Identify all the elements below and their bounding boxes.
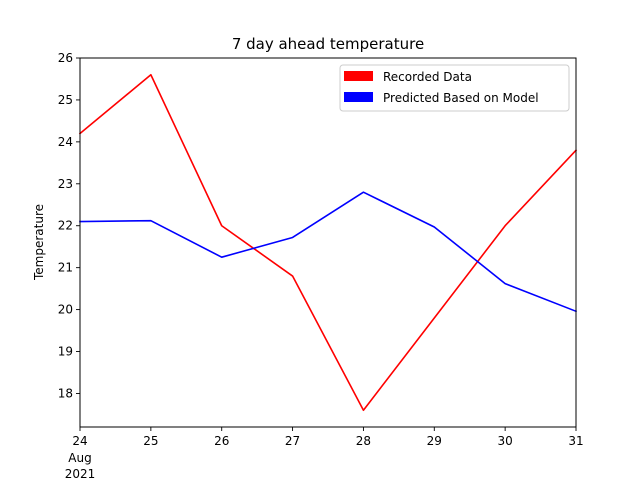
- x-tick-label: 25: [143, 434, 158, 448]
- y-tick-label: 20: [58, 303, 73, 317]
- y-tick-label: 26: [58, 51, 73, 65]
- y-tick-label: 22: [58, 219, 73, 233]
- x-tick-label: 29: [427, 434, 442, 448]
- x-tick-label: 24: [72, 434, 87, 448]
- y-axis-label: Temperature: [32, 204, 46, 281]
- legend-swatch: [344, 71, 373, 81]
- series-line-1: [78, 73, 578, 412]
- plot-frame: [79, 57, 577, 428]
- x-tick-label: 28: [356, 434, 371, 448]
- y-tick-label: 18: [58, 386, 73, 400]
- legend: Recorded Data Predicted Based on Model: [339, 64, 570, 112]
- y-tick-label: 23: [58, 177, 73, 191]
- series-line-2: [79, 191, 578, 313]
- legend-swatch: [344, 92, 373, 102]
- y-tick-label: 24: [58, 135, 73, 149]
- legend-box: [339, 64, 570, 112]
- x-tick-label: 27: [285, 434, 300, 448]
- x-tick-label: 26: [214, 434, 229, 448]
- x-tick-sublabel: 2021: [65, 467, 96, 480]
- y-tick-label: 19: [58, 345, 73, 359]
- legend-label: Recorded Data: [383, 70, 472, 84]
- x-tick-sublabel: Aug: [68, 451, 91, 465]
- y-tick-label: 25: [58, 93, 73, 107]
- x-tick-label: 30: [498, 434, 513, 448]
- y-tick-label: 21: [58, 261, 73, 275]
- x-tick-label: 31: [568, 434, 583, 448]
- legend-label: Predicted Based on Model: [383, 91, 539, 105]
- chart-title: 7 day ahead temperature: [232, 35, 424, 53]
